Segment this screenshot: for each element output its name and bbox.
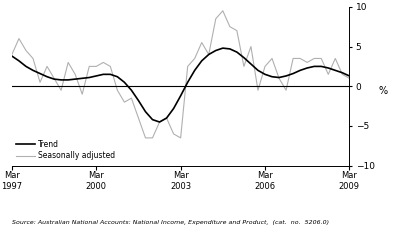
- Legend: Trend, Seasonally adjusted: Trend, Seasonally adjusted: [16, 140, 115, 160]
- Y-axis label: %: %: [378, 86, 387, 96]
- Text: Source: Australian National Accounts: National Income, Expenditure and Product, : Source: Australian National Accounts: Na…: [12, 220, 329, 225]
